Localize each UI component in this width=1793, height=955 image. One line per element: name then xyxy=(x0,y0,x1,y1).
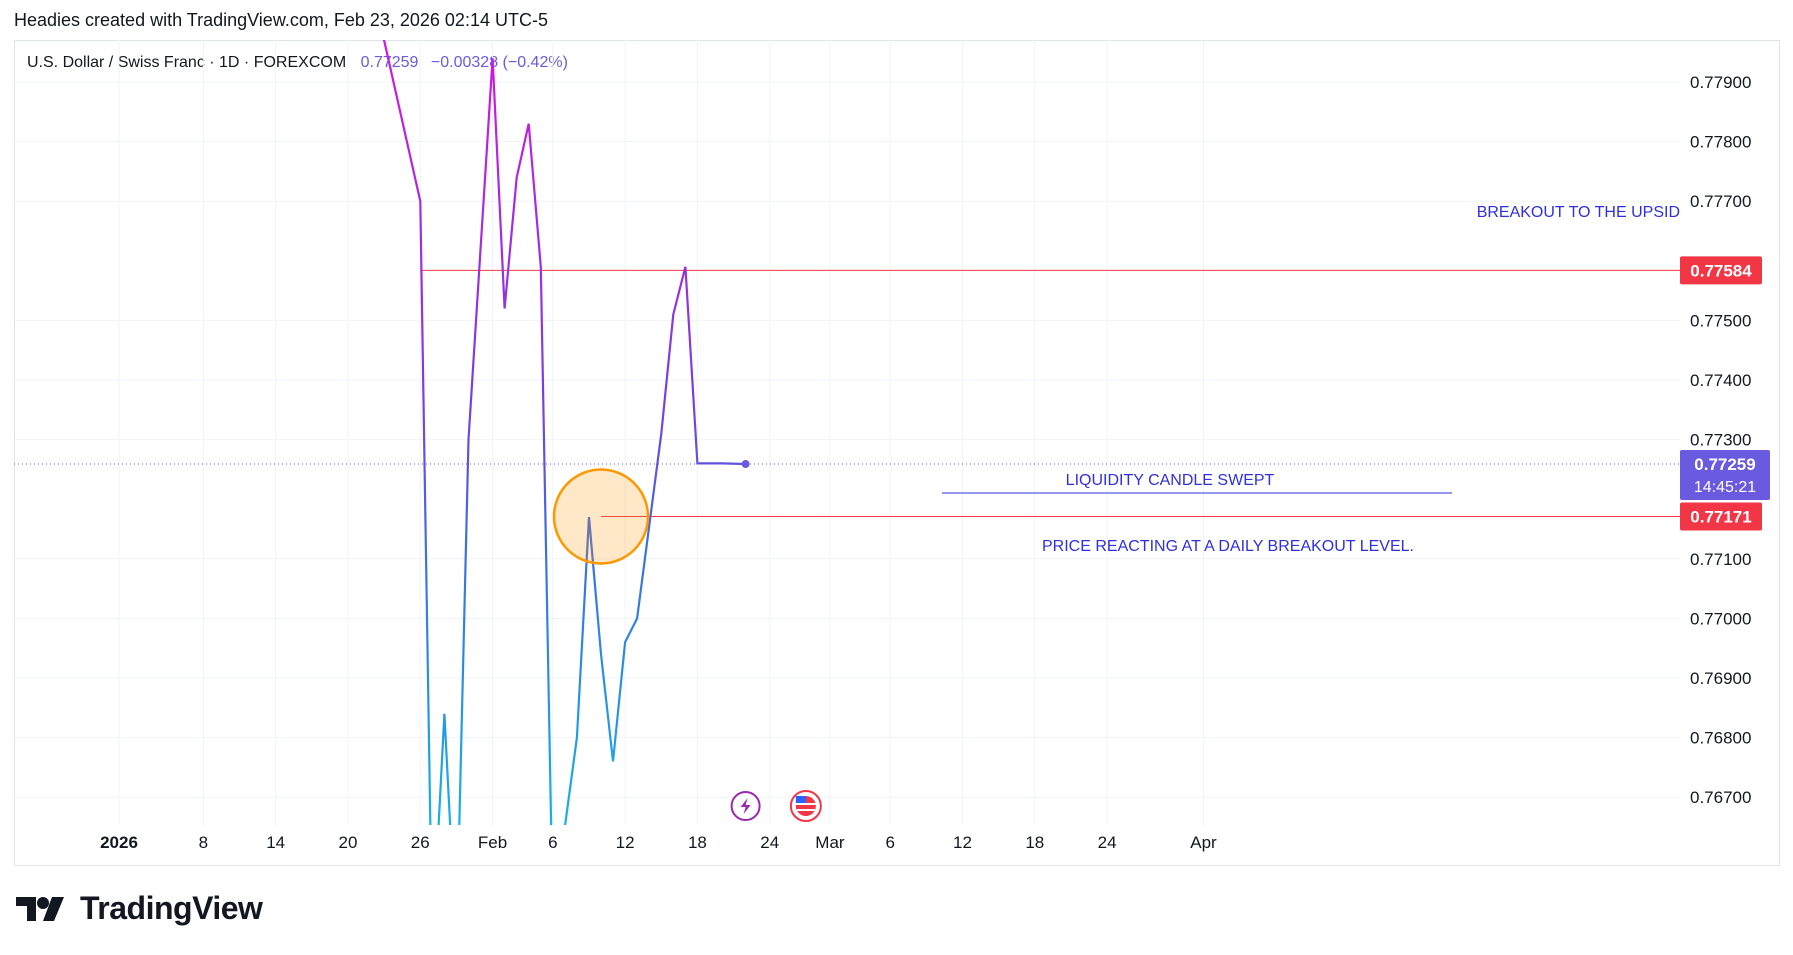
price-change: −0.00328 (−0.42%) xyxy=(430,54,568,71)
brand-name: TradingView xyxy=(80,890,263,926)
tradingview-logo[interactable]: TradingView xyxy=(16,890,263,927)
symbol-name[interactable]: U.S. Dollar / Swiss Franc · 1D · FOREXCO… xyxy=(27,54,347,71)
chart-frame xyxy=(14,40,1780,866)
chart-header: Headies created with TradingView.com, Fe… xyxy=(14,10,548,30)
last-price: 0.77259 xyxy=(360,54,419,71)
symbol-legend[interactable]: U.S. Dollar / Swiss Franc · 1D · FOREXCO… xyxy=(27,54,568,72)
tradingview-logo-icon xyxy=(16,896,64,921)
